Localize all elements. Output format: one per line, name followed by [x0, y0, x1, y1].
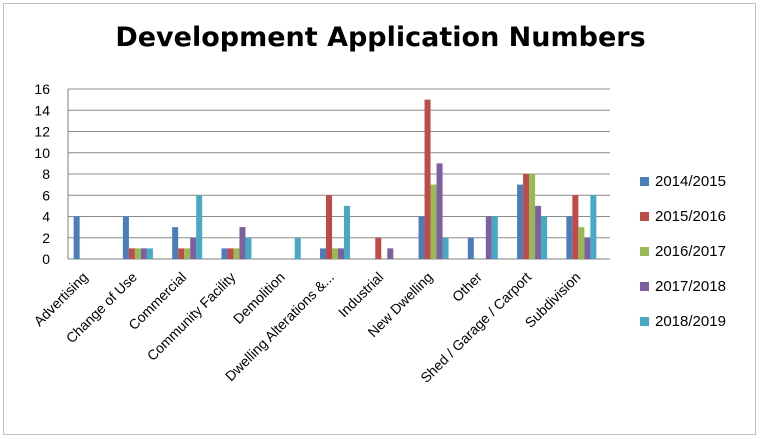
- bar: [320, 248, 326, 259]
- bar: [128, 248, 135, 259]
- bar: [424, 99, 431, 259]
- bar: [485, 216, 492, 259]
- bar: [584, 237, 591, 259]
- bar: [146, 248, 153, 259]
- legend-item: 2018/2019: [640, 312, 726, 330]
- legend-label: 2016/2017: [655, 242, 726, 260]
- legend-item: 2017/2018: [640, 277, 726, 295]
- chart-title: Development Application Numbers: [115, 22, 646, 53]
- bar: [172, 227, 179, 259]
- bar: [196, 195, 203, 259]
- y-tick-label: 12: [34, 124, 50, 140]
- bar: [442, 237, 449, 259]
- bar: [239, 227, 246, 259]
- bar: [184, 248, 191, 259]
- bar: [566, 216, 573, 259]
- legend-item: 2016/2017: [640, 242, 726, 260]
- y-tick-label: 4: [42, 209, 50, 225]
- legend-item: 2014/2015: [640, 172, 726, 190]
- bar: [491, 216, 498, 259]
- bar: [221, 248, 228, 259]
- y-tick-label: 6: [42, 187, 50, 203]
- bar: [178, 248, 185, 259]
- bar: [467, 237, 474, 259]
- legend-swatch: [640, 176, 649, 186]
- legend-label: 2018/2019: [655, 312, 726, 330]
- bar: [590, 195, 597, 259]
- legend-label: 2014/2015: [655, 172, 726, 190]
- bar: [227, 248, 234, 259]
- legend-swatch: [640, 246, 649, 256]
- bar: [541, 216, 548, 259]
- legend-item: 2015/2016: [640, 207, 726, 225]
- legend-swatch: [640, 281, 649, 291]
- y-tick-label: 8: [42, 166, 50, 182]
- y-tick-label: 10: [34, 145, 50, 161]
- bar: [73, 216, 80, 259]
- bar: [523, 174, 530, 259]
- bar: [529, 174, 536, 259]
- x-tick-label: Community Facility: [144, 269, 239, 364]
- bar: [338, 248, 344, 259]
- bar: [190, 237, 197, 259]
- bar: [436, 163, 443, 259]
- bar: [418, 216, 425, 259]
- legend-swatch: [640, 316, 649, 326]
- bar: [332, 248, 338, 259]
- legend: 2014/2015 2015/2016 2016/2017 2017/2018 2018…: [640, 172, 726, 347]
- bar: [233, 248, 240, 259]
- bar: [140, 248, 147, 259]
- bar: [535, 205, 542, 259]
- bar: [134, 248, 141, 259]
- bar: [572, 195, 579, 259]
- y-tick-label: 0: [42, 251, 50, 267]
- bar: [430, 184, 437, 259]
- y-tick-label: 14: [34, 102, 50, 118]
- bar: [517, 184, 524, 259]
- bar: [387, 248, 394, 259]
- bar: [375, 237, 382, 259]
- y-tick-label: 2: [42, 230, 50, 246]
- legend-swatch: [640, 211, 649, 221]
- bar: [294, 237, 301, 259]
- bar: [578, 227, 585, 259]
- bar: [344, 205, 350, 259]
- bar: [122, 216, 129, 259]
- bar: [245, 237, 252, 259]
- x-tick-label: Other: [449, 269, 485, 305]
- x-tick-label: Industrial: [335, 269, 386, 320]
- legend-label: 2017/2018: [655, 277, 726, 295]
- legend-label: 2015/2016: [655, 207, 726, 225]
- y-tick-label: 16: [34, 81, 50, 97]
- bar: [326, 195, 332, 259]
